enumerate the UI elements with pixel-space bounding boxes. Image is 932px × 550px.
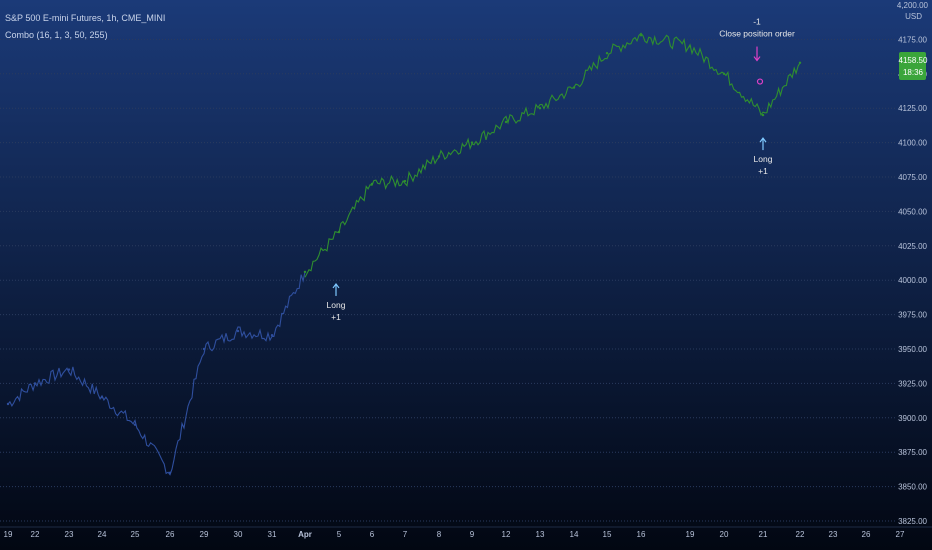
x-tick-label: 6 xyxy=(370,530,375,539)
arrow-up-head-icon xyxy=(332,282,340,289)
x-tick-label: 23 xyxy=(829,530,838,539)
series-point xyxy=(639,34,643,37)
x-tick-label: 25 xyxy=(131,530,140,539)
x-tick-label: 31 xyxy=(268,530,277,539)
series-point xyxy=(33,382,37,385)
arrow-up-head-icon xyxy=(759,137,767,143)
series-line-green xyxy=(304,32,801,278)
x-tick-label: 22 xyxy=(31,530,40,539)
annotation-label: Long xyxy=(754,154,773,164)
last-price-change: 18:36 xyxy=(903,68,924,77)
series-point xyxy=(798,61,802,64)
x-tick-label: 8 xyxy=(437,530,442,539)
x-tick-label: 19 xyxy=(686,530,695,539)
series-layer xyxy=(6,32,802,476)
axes: 4175.004150.004125.004100.004075.004050.… xyxy=(0,35,932,539)
series-point xyxy=(133,423,137,426)
close-order-marker: -1 Close position order xyxy=(719,17,795,85)
x-tick-label: 9 xyxy=(470,530,475,539)
annotation-label: +1 xyxy=(331,312,341,322)
series-point xyxy=(538,107,542,110)
series-point xyxy=(337,230,341,234)
series-point xyxy=(605,52,609,55)
x-tick-label: 30 xyxy=(234,530,243,539)
y-tick-label: 3950.00 xyxy=(898,345,927,354)
x-tick-label: 7 xyxy=(403,530,408,539)
series-line-blue xyxy=(7,271,306,476)
y-tick-label: 4000.00 xyxy=(898,276,927,285)
y-tick-label: 3925.00 xyxy=(898,379,927,388)
x-tick-label: 22 xyxy=(796,530,805,539)
series-point xyxy=(722,72,726,76)
symbol-title: S&P 500 E-mini Futures, 1h, CME_MINI xyxy=(5,13,165,23)
last-price-tag xyxy=(899,52,926,80)
y-tick-label: 3900.00 xyxy=(898,414,927,423)
series-point xyxy=(202,347,206,351)
x-tick-label: 19 xyxy=(4,530,13,539)
series-point xyxy=(761,113,765,117)
x-tick-label: 16 xyxy=(637,530,646,539)
y-tick-label: 4175.00 xyxy=(898,35,927,44)
series-point xyxy=(236,329,240,333)
long-entry-marker: Long +1 xyxy=(754,137,773,176)
x-tick-label: 24 xyxy=(98,530,107,539)
series-point xyxy=(572,86,576,89)
x-tick-label: 12 xyxy=(502,530,511,539)
series-point xyxy=(168,471,172,474)
y-tick-label: 4125.00 xyxy=(898,104,927,113)
y-tick-label: 3850.00 xyxy=(898,483,927,492)
last-price-value: 4158.50 xyxy=(899,56,928,65)
y-tick-label: 3975.00 xyxy=(898,311,927,320)
x-tick-label: 26 xyxy=(166,530,175,539)
series-point xyxy=(504,120,508,124)
y-tick-label: 4050.00 xyxy=(898,207,927,216)
exit-marker-icon xyxy=(756,78,764,85)
x-tick-label: 5 xyxy=(337,530,342,539)
x-tick-label: Apr xyxy=(298,530,312,539)
currency-label: USD xyxy=(905,12,922,21)
annotation-label: +1 xyxy=(758,166,768,176)
indicator-title: Combo (16, 1, 3, 50, 255) xyxy=(5,30,108,40)
arrow-down-head-icon xyxy=(753,56,761,62)
x-tick-label: 14 xyxy=(570,530,579,539)
x-tick-label: 13 xyxy=(536,530,545,539)
x-tick-label: 27 xyxy=(896,530,905,539)
x-tick-label: 15 xyxy=(603,530,612,539)
series-point xyxy=(437,155,441,158)
annotation-label: Long xyxy=(327,300,346,310)
annotation-label: Close position order xyxy=(719,29,795,39)
x-tick-label: 26 xyxy=(862,530,871,539)
y-tick-label: 3825.00 xyxy=(898,517,927,526)
price-axis-top-label: 4,200.00 xyxy=(897,1,929,10)
y-tick-label: 4025.00 xyxy=(898,242,927,251)
series-point xyxy=(270,334,274,337)
series-point xyxy=(470,141,474,144)
series-point xyxy=(403,179,407,183)
series-point xyxy=(6,402,10,406)
y-tick-label: 3875.00 xyxy=(898,448,927,457)
annotation-label: -1 xyxy=(753,17,761,27)
series-point xyxy=(67,368,71,371)
series-point xyxy=(370,182,374,186)
annotations: Long +1 -1 Close position order Long +1 xyxy=(327,17,795,322)
x-tick-label: 21 xyxy=(759,530,768,539)
series-point xyxy=(303,270,307,274)
y-tick-label: 4075.00 xyxy=(898,173,927,182)
long-entry-marker: Long +1 xyxy=(327,282,346,322)
y-tick-label: 4100.00 xyxy=(898,139,927,148)
series-point xyxy=(688,45,692,48)
series-point xyxy=(100,396,104,399)
x-tick-label: 29 xyxy=(200,530,209,539)
grid xyxy=(0,38,897,522)
x-tick-label: 20 xyxy=(720,530,729,539)
x-tick-label: 23 xyxy=(65,530,74,539)
